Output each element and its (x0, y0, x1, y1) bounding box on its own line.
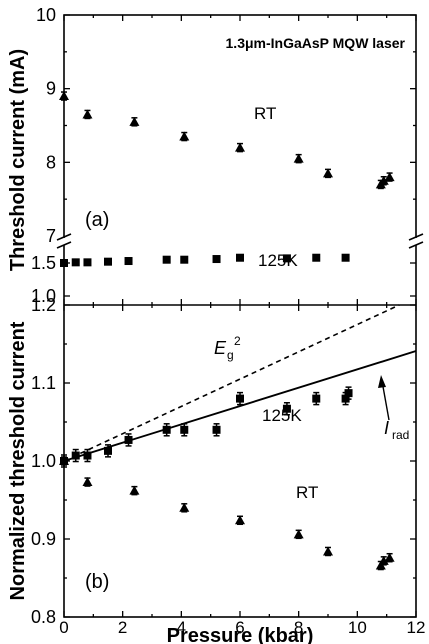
data-point-rt (179, 131, 190, 141)
eg2-label-sub: g (227, 348, 234, 362)
data-point-rt (235, 515, 245, 525)
eg2-dashed-line (63, 304, 400, 462)
x-tick-label: 10 (348, 618, 367, 637)
data-point-rt (179, 502, 190, 512)
plot-layer: 0 2 4 6 8 10 12 Pressure (kbar) 7 8 9 10 1.0 1.5Thres… (7, 5, 425, 644)
x-tick-label: 0 (59, 618, 68, 637)
x-tick-label: 4 (177, 618, 186, 637)
data-point-rt (129, 485, 140, 495)
data-point-125k (212, 425, 221, 434)
data-point-125k (124, 435, 133, 444)
data-point-125k (104, 257, 112, 266)
y-tick-label: 9 (46, 79, 56, 99)
plot-frame (63, 14, 417, 618)
y-tick-label: 1.1 (31, 373, 56, 393)
data-point-rt (82, 477, 93, 487)
data-point-125k (83, 451, 92, 460)
y-tick-label: 7 (46, 226, 56, 246)
axis-break-mark-left (56, 233, 72, 241)
y-axis-label: Threshold current (mA) (7, 49, 29, 271)
data-point-125k (71, 451, 80, 460)
data-point-125k (71, 258, 80, 267)
data-point-rt (293, 153, 304, 163)
axis-break-gap-left (60, 238, 68, 245)
x-tick-label: 12 (407, 618, 426, 637)
y-tick-label: 8 (46, 152, 56, 172)
x-tick-label: 2 (118, 618, 127, 637)
y-tick-label: 1.0 (31, 286, 56, 306)
data-point-125k (282, 254, 291, 263)
data-point-125k (236, 394, 244, 403)
y-tick-label: 1.2 (31, 295, 56, 315)
y-tick-label: 1.5 (31, 253, 56, 273)
x-tick-label: 6 (235, 618, 244, 637)
data-point-rt (293, 529, 304, 539)
y-tick-label: 1.0 (31, 451, 56, 471)
data-point-rt (323, 168, 333, 178)
x-tick-label: 8 (294, 618, 303, 637)
irad-solid-line (63, 350, 417, 462)
data-point-125k (180, 255, 189, 264)
data-point-125k (180, 425, 189, 434)
series-label-rt: RT (296, 483, 318, 502)
x-axis-label: Pressure (kbar) (167, 625, 314, 644)
y-axis-label: Normalized threshold current (7, 321, 29, 600)
data-point-rt (378, 175, 389, 185)
data-point-rt (384, 552, 395, 562)
data-point-rt (384, 172, 395, 182)
data-point-125k (124, 257, 133, 266)
irad-arrow-shaft (381, 380, 390, 421)
data-point-rt (82, 109, 93, 119)
irad-arrow-head (378, 375, 386, 388)
data-point-125k (104, 446, 112, 455)
irad-label: I (384, 418, 389, 438)
y-tick-label: 10 (36, 5, 56, 25)
data-point-125k (344, 389, 353, 398)
data-point-rt (323, 546, 333, 556)
series-label-125k: 125K (258, 251, 298, 270)
axis-break-mark-right (408, 233, 424, 241)
axis-break-gap-right (412, 238, 420, 245)
panel-label: (b) (85, 571, 109, 593)
data-point-rt (129, 116, 140, 126)
data-point-rt (59, 91, 69, 101)
data-point-125k (341, 253, 350, 262)
series-label-125k: 125K (262, 406, 302, 425)
data-point-125k (212, 255, 221, 264)
data-point-rt (59, 456, 69, 465)
data-point-125k (162, 255, 171, 264)
series-label-rt: RT (254, 104, 276, 123)
data-point-125k (83, 258, 92, 267)
data-point-125k (282, 404, 291, 413)
data-point-125k (162, 425, 171, 434)
chart-annotation: 1.3μm-InGaAsP MQW laser (226, 35, 406, 51)
y-tick-label: 0.8 (31, 607, 56, 627)
eg2-label: E (214, 338, 227, 358)
data-point-125k (236, 253, 244, 262)
data-point-rt (378, 555, 389, 565)
panel-label: (a) (85, 209, 109, 231)
data-point-125k (60, 259, 68, 267)
axis-break-mark-left (56, 241, 72, 249)
data-point-rt (235, 142, 245, 152)
data-point-125k (312, 253, 321, 262)
data-point-125k (312, 394, 321, 403)
axis-break-mark-right (408, 241, 424, 249)
irad-label-sub: rad (392, 428, 409, 442)
y-tick-label: 0.9 (31, 529, 56, 549)
eg2-label-sup: 2 (234, 334, 241, 348)
